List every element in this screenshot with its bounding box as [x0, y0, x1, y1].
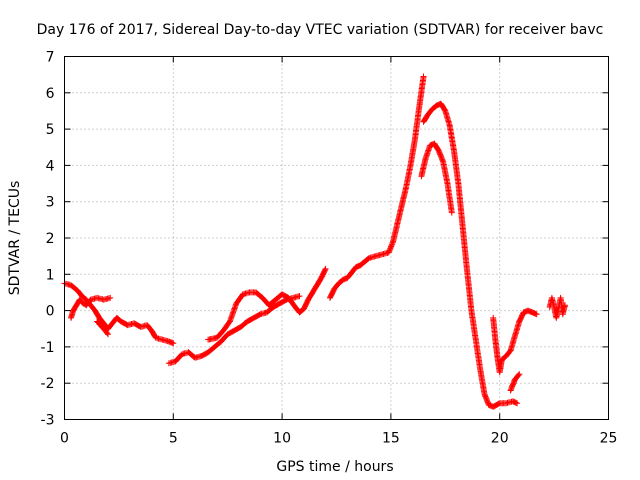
data-points: [490, 307, 540, 376]
grid: [64, 56, 609, 420]
y-tick-label: 1: [46, 267, 55, 283]
y-tick-label: 2: [46, 231, 55, 247]
y-tick-label: 6: [46, 86, 55, 102]
y-tick-label: -1: [41, 340, 55, 356]
y-tick-label: -3: [41, 413, 55, 429]
data-points: [546, 294, 568, 321]
data-points: [418, 140, 455, 216]
chart-title: Day 176 of 2017, Sidereal Day-to-day VTE…: [37, 22, 604, 38]
series-segment: [165, 293, 303, 367]
data-points: [327, 73, 427, 301]
series-segment: [420, 100, 521, 410]
series-segment: [546, 294, 568, 321]
data-points: [68, 294, 114, 321]
y-tick-label: 3: [46, 195, 55, 211]
series-segment: [205, 265, 329, 343]
x-tick-label: 15: [382, 431, 400, 447]
series-segment: [94, 318, 111, 338]
y-tick-label: 4: [46, 158, 55, 174]
data-points: [507, 371, 523, 394]
data-points: [94, 318, 111, 338]
x-tick-label: 10: [273, 431, 291, 447]
x-tick-label: 0: [60, 431, 69, 447]
y-axis-label: SDTVAR / TECUs: [7, 181, 23, 296]
series-segment: [507, 371, 523, 394]
x-tick-label: 20: [491, 431, 509, 447]
series-segment: [490, 307, 540, 376]
series-segment: [418, 140, 455, 216]
x-tick-label: 25: [600, 431, 618, 447]
data-points: [165, 293, 303, 367]
axis-ticks: 0 5 10 15 20 25 -3 -2 -1 0 1 2 3 4 5 6 7: [41, 50, 618, 447]
data-points: [420, 100, 521, 410]
data-points: [205, 265, 329, 343]
y-tick-label: 7: [46, 50, 55, 66]
y-tick-label: 5: [46, 122, 55, 138]
series-segment: [68, 294, 114, 321]
x-tick-label: 5: [169, 431, 178, 447]
x-axis-label: GPS time / hours: [276, 459, 393, 475]
y-tick-label: -2: [41, 376, 55, 392]
series-segment: [327, 73, 427, 301]
data-series: [61, 73, 568, 410]
y-tick-label: 0: [46, 304, 55, 320]
